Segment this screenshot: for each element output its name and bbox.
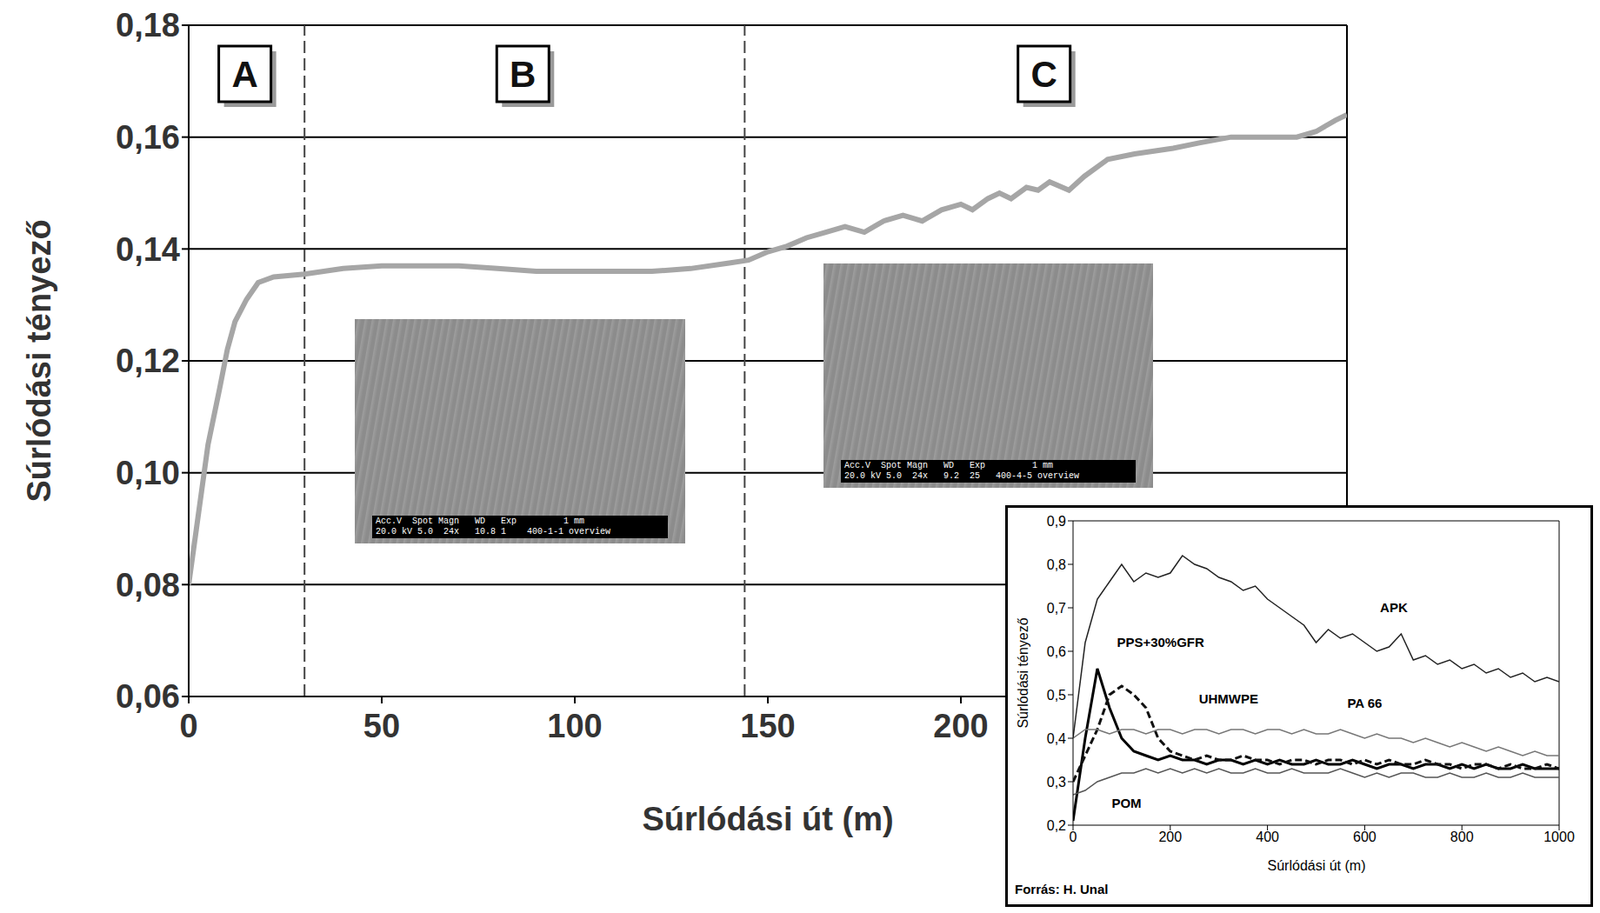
- svg-text:1000: 1000: [1543, 829, 1575, 845]
- html-text:Acc.V Spot Magn WD Exp 1 mm: Acc.V Spot Magn WD Exp 1 mm: [375, 516, 585, 527]
- svg-text:0,10: 0,10: [115, 454, 180, 492]
- svg-text:800: 800: [1450, 829, 1474, 845]
- svg-text:APK: APK: [1380, 600, 1408, 615]
- svg-text:600: 600: [1353, 829, 1377, 845]
- html-text:Forrás: H. Unal: Forrás: H. Unal: [1014, 881, 1109, 897]
- svg-text:POM: POM: [1111, 795, 1141, 811]
- html-text:20.0 kV 5.0 24x 10.8 1 400-1-1: 20.0 kV 5.0 24x 10.8 1 400-1-1 overview: [375, 526, 611, 537]
- svg-text:0: 0: [1069, 829, 1078, 845]
- html-text:Acc.V Spot Magn WD Exp 1 mm: Acc.V Spot Magn WD Exp 1 mm: [844, 460, 1054, 471]
- svg-text:B: B: [509, 53, 536, 95]
- html-text:20.0 kV 5.0 24x 9.2 25 400-4-5: 20.0 kV 5.0 24x 9.2 25 400-4-5 overview: [844, 471, 1080, 481]
- svg-text:0,06: 0,06: [115, 678, 180, 715]
- svg-text:0: 0: [179, 707, 198, 745]
- svg-text:A: A: [231, 53, 258, 95]
- svg-text:0,18: 0,18: [115, 6, 180, 44]
- svg-text:C: C: [1031, 53, 1058, 95]
- svg-text:0,8: 0,8: [1046, 557, 1067, 573]
- svg-text:0,6: 0,6: [1046, 644, 1067, 660]
- svg-text:100: 100: [546, 707, 602, 745]
- html-text:Súrlódási tényező: Súrlódási tényező: [20, 219, 57, 503]
- svg-text:PA 66: PA 66: [1346, 695, 1382, 711]
- svg-text:0,12: 0,12: [115, 342, 180, 380]
- svg-text:0,08: 0,08: [115, 566, 180, 604]
- svg-text:0,5: 0,5: [1046, 687, 1067, 703]
- svg-text:PPS+30%GFR: PPS+30%GFR: [1116, 634, 1205, 650]
- svg-text:0,2: 0,2: [1046, 818, 1067, 834]
- svg-text:150: 150: [740, 707, 795, 745]
- svg-text:0,14: 0,14: [115, 231, 180, 268]
- html-text:Súrlódási út (m): Súrlódási út (m): [642, 800, 894, 837]
- svg-text:0,16: 0,16: [115, 119, 180, 156]
- html-text:Súrlódási út (m): Súrlódási út (m): [1267, 858, 1366, 874]
- svg-text:UHMWPE: UHMWPE: [1199, 691, 1259, 707]
- svg-text:400: 400: [1255, 829, 1280, 845]
- html-text:Súrlódási tényező: Súrlódási tényező: [1015, 617, 1031, 729]
- svg-text:200: 200: [933, 707, 988, 745]
- svg-text:200: 200: [1158, 829, 1182, 845]
- svg-text:0,4: 0,4: [1046, 731, 1067, 747]
- svg-text:0,9: 0,9: [1046, 513, 1067, 529]
- svg-text:0,7: 0,7: [1046, 600, 1067, 616]
- svg-text:50: 50: [363, 707, 400, 745]
- svg-text:0,3: 0,3: [1046, 774, 1067, 790]
